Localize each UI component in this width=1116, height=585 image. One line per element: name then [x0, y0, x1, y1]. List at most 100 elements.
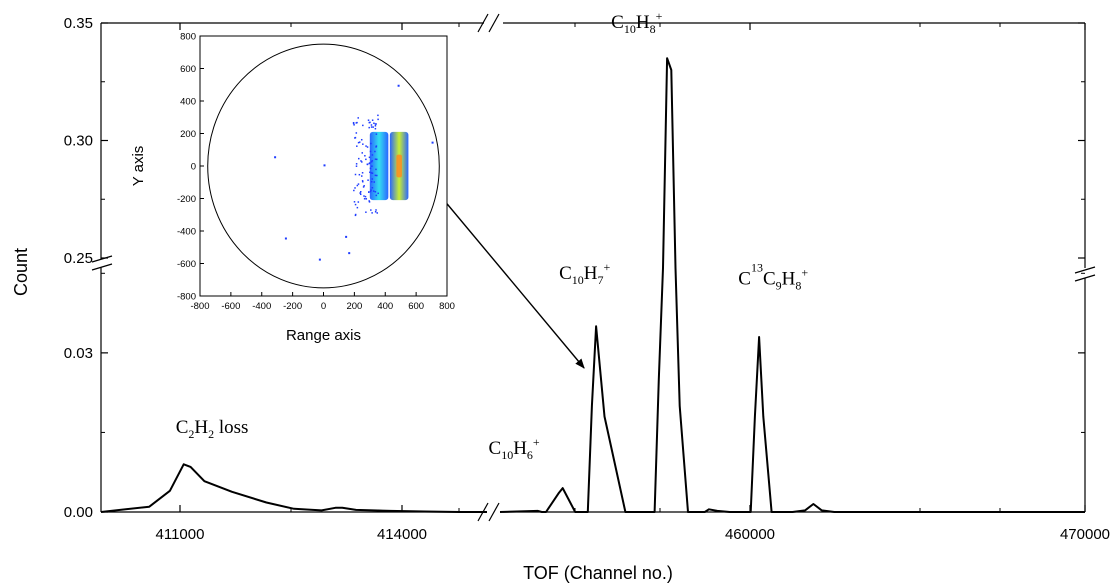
- y-break-mark: [91, 255, 113, 263]
- ion-hit: [353, 124, 355, 126]
- inset-plot: -800-800 -600 -600 -400 -400 -200 -200 0 0 200 200…: [130, 32, 455, 345]
- ion-hit: [371, 212, 373, 214]
- inset-x-tick-label: 200: [346, 301, 362, 312]
- ion-hit: [355, 163, 358, 165]
- peak-label-part: H: [636, 12, 650, 33]
- ion-hit: [355, 165, 358, 167]
- ion-hit: [356, 145, 358, 147]
- ion-hit: [373, 190, 375, 192]
- ion-hit: [358, 173, 361, 176]
- ion-hit: [365, 158, 367, 161]
- inset-x-tick-label: -400: [252, 301, 271, 312]
- ion-hit: [284, 237, 287, 240]
- ion-hit: [373, 122, 375, 125]
- ion-hit: [377, 118, 379, 121]
- ion-hit: [368, 126, 370, 129]
- peak-label-part: +: [533, 435, 540, 449]
- ion-hit: [361, 180, 364, 182]
- ion-hit: [362, 124, 364, 127]
- ion-hit: [369, 150, 372, 153]
- inset-x-tick-label: 800: [439, 301, 455, 312]
- ion-hit: [366, 146, 369, 148]
- ion-hit: [323, 164, 326, 167]
- ion-hit: [371, 178, 374, 180]
- peak-label-part: +: [656, 9, 663, 23]
- peak-label-part: C: [738, 268, 751, 289]
- ion-hit: [368, 156, 371, 159]
- ion-hit: [359, 193, 362, 196]
- inset-y-tick-label: 0: [191, 162, 196, 173]
- ion-hit: [374, 174, 377, 177]
- ion-hit: [353, 189, 355, 192]
- ion-hit: [367, 119, 370, 121]
- peak-label-part: 2: [208, 427, 214, 441]
- ion-hit: [370, 180, 373, 183]
- ion-hit: [371, 160, 373, 162]
- inset-y-tick-label: 800: [180, 32, 196, 43]
- ion-hit: [364, 195, 367, 198]
- ion-hit: [360, 138, 363, 141]
- ion-cluster: [369, 131, 389, 201]
- peak-label-part: H: [584, 263, 598, 284]
- ion-hit: [369, 190, 372, 193]
- peak-label: C2H2 loss: [176, 417, 249, 441]
- y-tick-label: 0.30: [64, 133, 93, 150]
- ion-hit: [370, 126, 373, 128]
- ion-hit: [274, 156, 277, 159]
- ion-hit: [368, 201, 371, 203]
- peak-label-part: C: [611, 12, 624, 33]
- inset-y-tick-label: 600: [180, 64, 196, 75]
- ion-hit: [370, 189, 372, 191]
- peak-label-part: 10: [501, 448, 513, 462]
- inset-x-tick-label: 0: [321, 301, 326, 312]
- series-line-right: [499, 57, 1085, 513]
- ion-hit: [362, 186, 365, 188]
- y-break-mark: [1074, 274, 1096, 282]
- series-line-left: [100, 463, 487, 513]
- ion-hit: [358, 141, 361, 143]
- ion-hit: [364, 155, 366, 157]
- inset-pointer-arrow: [427, 180, 585, 369]
- peak-label-part: 10: [572, 273, 584, 287]
- inset-x-tick-label: 600: [408, 301, 424, 312]
- peak-label-part: 6: [527, 448, 533, 462]
- peak-label-part: 13: [751, 260, 763, 274]
- y-break-gap: [738, 259, 762, 268]
- ion-hit: [355, 132, 358, 134]
- inset-y-tick-label: 400: [180, 97, 196, 108]
- ion-hit: [431, 141, 434, 144]
- ion-hit: [357, 157, 360, 160]
- inset-x-axis-title: Range axis: [286, 327, 361, 344]
- peak-label-part: C: [176, 417, 189, 438]
- ion-hit: [355, 122, 358, 124]
- ion-hit: [348, 252, 351, 255]
- inset-y-tick-label: -200: [177, 194, 196, 205]
- peak-label-part: +: [801, 265, 808, 279]
- inset-x-tick-label: 400: [377, 301, 393, 312]
- ion-hit: [374, 150, 376, 153]
- peak-label: C10H8+: [611, 9, 662, 36]
- ion-hit: [371, 172, 374, 174]
- x-break-mark: [488, 502, 500, 522]
- y-axis-title: Count: [11, 248, 31, 296]
- ion-hit: [362, 143, 364, 145]
- arrow-layer: [427, 180, 585, 369]
- ion-hit: [360, 160, 362, 162]
- ion-hit: [368, 200, 370, 202]
- ion-hit: [371, 119, 374, 121]
- ion-hit: [376, 212, 379, 214]
- ion-hit: [369, 162, 371, 164]
- inset-y-tick-label: -800: [177, 292, 196, 303]
- inset-y-axis-title: Y axis: [130, 146, 147, 187]
- peak-label-part: 7: [598, 273, 604, 287]
- ion-hit: [365, 211, 367, 213]
- peak-label-part: loss: [214, 417, 248, 438]
- ion-hit: [318, 258, 321, 261]
- ion-hit: [354, 214, 357, 217]
- ion-hit: [368, 121, 371, 124]
- inset-y-tick-label: -600: [177, 259, 196, 270]
- ion-hit: [363, 195, 365, 197]
- ion-hit: [374, 158, 377, 160]
- ion-hit: [375, 146, 377, 148]
